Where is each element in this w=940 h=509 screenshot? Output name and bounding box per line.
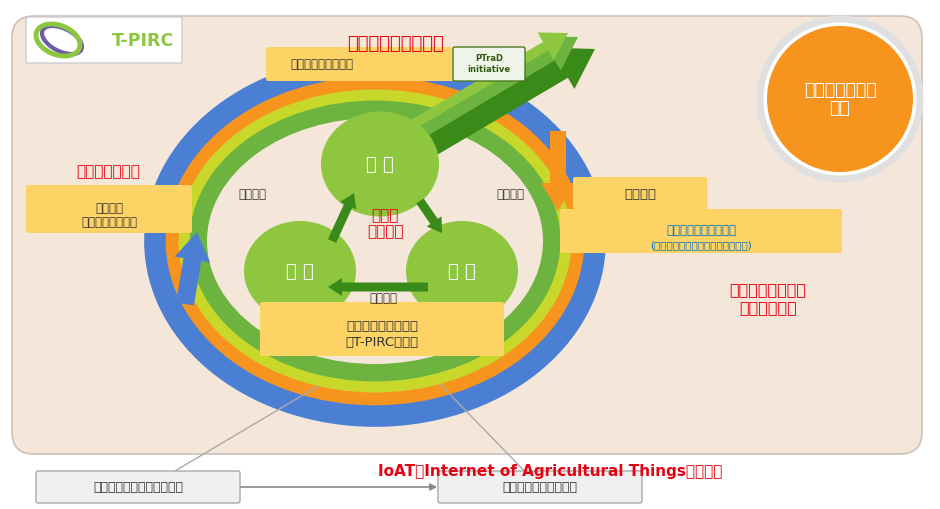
- Text: サイバニクス研究センター: サイバニクス研究センター: [93, 480, 183, 494]
- FancyArrow shape: [386, 37, 578, 157]
- FancyBboxPatch shape: [266, 48, 455, 82]
- Text: 循環型: 循環型: [371, 208, 399, 223]
- FancyArrow shape: [175, 233, 211, 306]
- Text: 課题抖出: 課题抖出: [369, 291, 397, 304]
- FancyBboxPatch shape: [260, 302, 504, 356]
- FancyArrow shape: [395, 48, 595, 174]
- Text: (特別共同研究事業＋独法研究ラボ): (特別共同研究事業＋独法研究ラボ): [650, 240, 752, 249]
- Text: 開 発: 開 発: [448, 263, 476, 280]
- Text: 実用化へ: 実用化へ: [238, 187, 266, 200]
- FancyArrow shape: [416, 199, 442, 234]
- Text: T-PIRC: T-PIRC: [112, 32, 174, 50]
- Text: 植物デザインの実現: 植物デザインの実現: [347, 35, 444, 53]
- FancyBboxPatch shape: [26, 18, 182, 64]
- Circle shape: [767, 27, 913, 173]
- Text: 解析、実用化: 解析、実用化: [739, 300, 797, 315]
- Text: IoAT（Internet of Agricultural Things）の実現: IoAT（Internet of Agricultural Things）の実現: [378, 464, 722, 478]
- Circle shape: [760, 20, 920, 180]
- Text: 遠伝子実験センター: 遠伝子実験センター: [290, 59, 353, 71]
- Text: 社会実装へ向けた: 社会実装へ向けた: [729, 282, 807, 297]
- Text: 産官学・共同研究部門: 産官学・共同研究部門: [666, 223, 736, 236]
- Text: （T-PIRC農場）: （T-PIRC農場）: [345, 335, 418, 348]
- Text: 遠伝資源: 遠伝資源: [95, 201, 123, 214]
- Text: 人工知能科学センター: 人工知能科学センター: [503, 480, 577, 494]
- Text: 生物資源の充実: 生物資源の充実: [76, 164, 140, 179]
- FancyBboxPatch shape: [36, 471, 240, 503]
- Text: PTraD
initiative: PTraD initiative: [467, 54, 510, 74]
- FancyArrow shape: [328, 278, 428, 296]
- FancyBboxPatch shape: [573, 178, 707, 210]
- FancyBboxPatch shape: [438, 471, 642, 503]
- FancyBboxPatch shape: [26, 186, 192, 234]
- Text: 創出: 創出: [830, 99, 851, 117]
- Text: 解析部門: 解析部門: [624, 187, 656, 200]
- FancyArrow shape: [328, 193, 356, 243]
- FancyBboxPatch shape: [560, 210, 842, 253]
- Ellipse shape: [207, 119, 543, 364]
- FancyBboxPatch shape: [12, 17, 922, 454]
- FancyBboxPatch shape: [453, 48, 525, 82]
- Text: 基 礎: 基 礎: [286, 263, 314, 280]
- Text: 社会実装: 社会実装: [496, 187, 524, 200]
- Text: 応 用: 応 用: [366, 156, 394, 174]
- FancyArrow shape: [383, 34, 568, 146]
- Text: 研究開発: 研究開発: [367, 224, 403, 239]
- Text: 国際共同研究部門: 国際共同研究部門: [81, 215, 137, 228]
- Text: 次世代農業研究部門: 次世代農業研究部門: [346, 320, 418, 333]
- Ellipse shape: [406, 221, 518, 321]
- Ellipse shape: [244, 221, 356, 321]
- Text: イノベーション: イノベーション: [804, 81, 876, 99]
- FancyArrow shape: [541, 132, 575, 212]
- Ellipse shape: [321, 112, 439, 217]
